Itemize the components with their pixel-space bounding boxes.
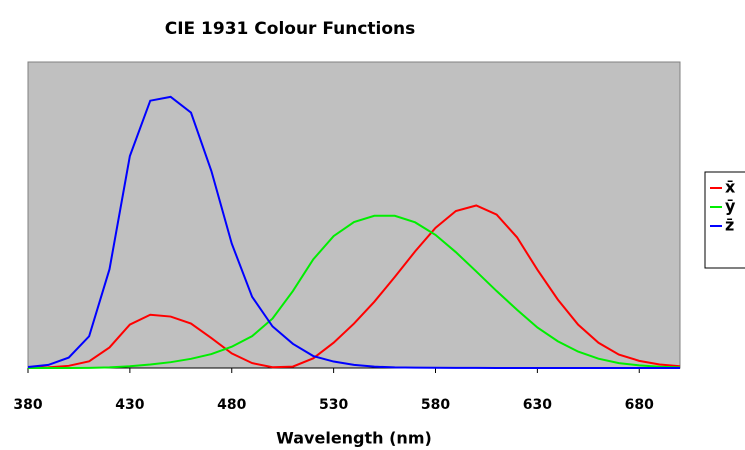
series-line xyxy=(27,204,681,369)
x-tick-label: 430 xyxy=(115,397,144,413)
x-tick-label: 530 xyxy=(319,397,348,413)
x-tick-label: 580 xyxy=(421,397,450,413)
legend-label: x̄ xyxy=(725,178,736,197)
legend-label: z̄ xyxy=(725,216,734,235)
x-tick-label: 480 xyxy=(217,397,246,413)
plot-area xyxy=(27,61,681,369)
x-tick-label: 680 xyxy=(625,397,654,413)
chart-title: CIE 1931 Colour Functions xyxy=(165,19,416,39)
legend-label: ȳ xyxy=(725,197,736,216)
x-tick-label: 380 xyxy=(13,397,42,413)
x-axis-title: Wavelength (nm) xyxy=(276,429,432,448)
series-line xyxy=(27,95,680,369)
series-line xyxy=(27,214,681,369)
x-tick-label: 630 xyxy=(523,397,552,413)
